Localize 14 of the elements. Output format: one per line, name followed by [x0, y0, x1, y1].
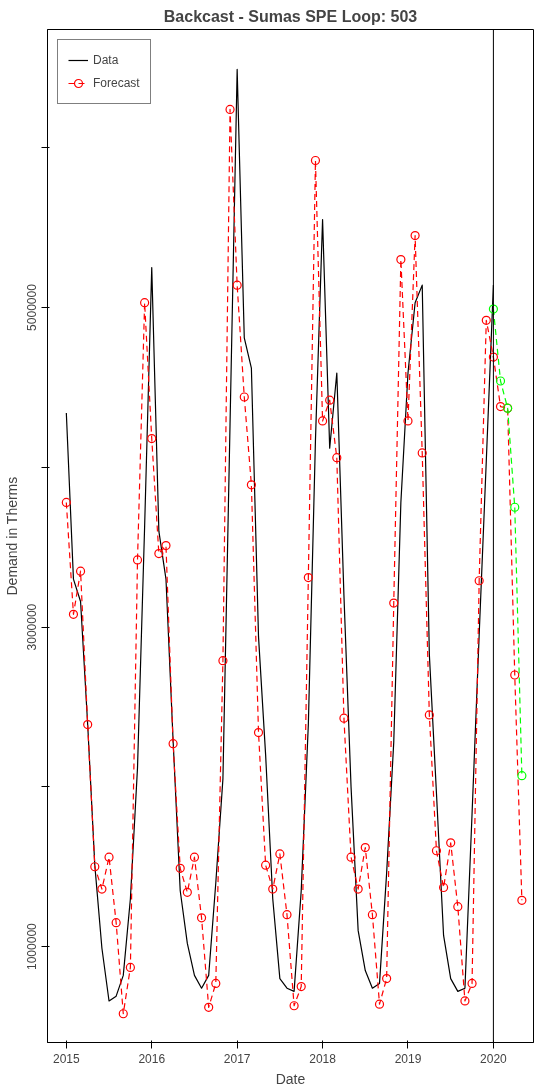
x-axis-title: Date: [275, 1070, 306, 1087]
x-tick-label: 2017: [223, 1051, 251, 1066]
y-tick-label: 5000000: [25, 283, 40, 331]
x-tick-label: 2020: [480, 1051, 508, 1066]
legend-label: Forecast: [93, 76, 140, 90]
x-tick-label: 2019: [394, 1051, 422, 1066]
chart-title: Backcast - Sumas SPE Loop: 503: [163, 7, 418, 25]
x-tick-label: 2016: [138, 1051, 166, 1066]
x-tick-label: 2015: [52, 1051, 80, 1066]
legend-label: Data: [93, 53, 119, 67]
x-tick-label: 2018: [309, 1051, 337, 1066]
y-axis-title: Demand in Therms: [3, 476, 20, 596]
y-tick-label: 1000000: [25, 922, 40, 970]
y-tick-label: 3000000: [25, 603, 40, 651]
